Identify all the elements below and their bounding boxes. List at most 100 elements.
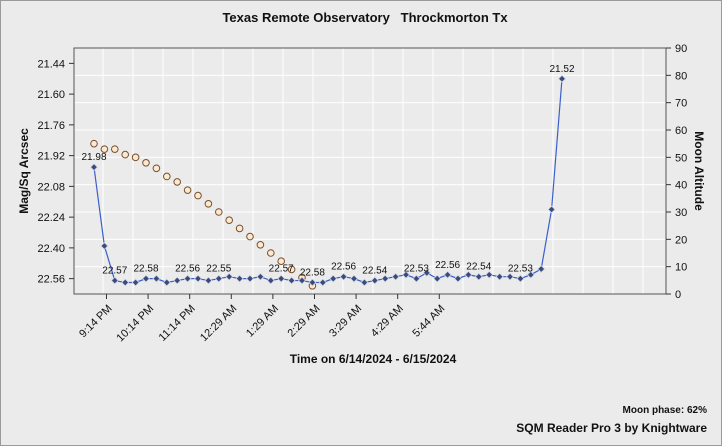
sqm-point: [308, 278, 317, 287]
sqm-point: [360, 278, 369, 287]
y2-tick-label: 90: [675, 43, 687, 55]
sqm-point: [547, 205, 556, 214]
sqm-point: [350, 274, 358, 283]
sqm-point: [329, 274, 338, 283]
sqm-point: [183, 274, 192, 283]
data-label: 22.56: [175, 264, 200, 275]
sqm-point: [277, 274, 286, 283]
moon-altitude-point: [246, 232, 254, 241]
sqm-point: [381, 274, 390, 283]
sqm-point: [173, 276, 182, 285]
y-tick-label: 21.92: [37, 151, 65, 163]
sqm-point: [235, 274, 244, 283]
data-label: 22.58: [300, 267, 325, 278]
data-label: 22.53: [508, 264, 533, 275]
moon-altitude-point: [131, 153, 140, 162]
x-tick-label: 12:29 AM: [198, 303, 239, 344]
data-label: 22.56: [331, 262, 356, 273]
sqm-point: [506, 272, 514, 281]
moon-altitude-point: [204, 200, 213, 208]
y2-axis: 0 10 20 30 40 50 60 70 80 90: [666, 43, 687, 301]
moon-altitude-point: [121, 150, 129, 159]
data-label: 21.98: [81, 152, 106, 163]
moon-altitude-point: [90, 139, 98, 148]
moon-altitude-point: [277, 257, 286, 266]
x-tick-label: 3:29 AM: [327, 303, 364, 340]
sqm-point: [526, 270, 535, 279]
sqm-point: [485, 270, 494, 279]
sqm-point: [464, 270, 473, 279]
y2-tick-label: 30: [675, 207, 687, 219]
data-label: 22.54: [466, 262, 491, 273]
sqm-line: [93, 78, 563, 284]
sqm-point: [162, 278, 171, 287]
sqm-point: [537, 265, 546, 273]
sqm-point: [412, 274, 421, 283]
sqm-point: [214, 274, 223, 283]
sqm-point: [204, 276, 213, 285]
y2-tick-label: 50: [675, 152, 687, 164]
sqm-point: [402, 270, 410, 279]
data-label: 22.54: [362, 266, 387, 277]
data-label: 22.55: [206, 264, 231, 275]
sqm-point: [391, 272, 400, 281]
y-tick-label: 22.08: [37, 181, 65, 193]
y2-tick-label: 10: [675, 262, 687, 274]
sqm-point: [100, 241, 109, 250]
x-axis: 9:14 PM 10:14 PM 11:14 PM 12:29 AM 1:29 AM 2:…: [77, 294, 447, 344]
y-tick-label: 22.40: [37, 243, 65, 255]
sqm-point: [90, 163, 98, 172]
x-axis-label: Time on 6/14/2024 - 6/15/2024: [290, 352, 457, 366]
moon-altitude-point: [111, 145, 119, 153]
sqm-point: [266, 276, 275, 285]
sqm-point: [495, 272, 504, 281]
sqm-point: [225, 272, 234, 281]
y-tick-label: 22.56: [37, 274, 65, 286]
credit-label: SQM Reader Pro 3 by Knightware: [516, 421, 707, 435]
y-tick-label: 21.76: [37, 120, 65, 132]
data-label: 22.58: [133, 264, 158, 275]
y2-tick-label: 40: [675, 180, 687, 192]
y2-tick-label: 80: [675, 70, 687, 82]
data-label: 21.52: [549, 64, 574, 75]
sqm-point: [443, 270, 452, 279]
sqm-point: [256, 272, 265, 281]
y-axis-label: Mag/Sq Arcsec: [17, 128, 31, 214]
x-tick-label: 1:29 AM: [244, 303, 281, 340]
data-label: 22.56: [435, 260, 460, 271]
data-label: 22.57: [102, 266, 127, 277]
y-tick-label: 21.60: [37, 89, 65, 101]
sqm-point: [298, 276, 306, 285]
x-tick-label: 9:14 PM: [77, 303, 114, 340]
moon-altitude-point: [100, 145, 109, 153]
moon-altitude-point: [183, 186, 192, 194]
x-tick-label: 11:14 PM: [157, 303, 198, 344]
moon-altitude-point: [267, 249, 275, 257]
sqm-point: [474, 272, 483, 281]
x-tick-label: 2:29 AM: [286, 303, 323, 340]
sqm-point: [152, 274, 161, 283]
x-tick-label: 10:14 PM: [114, 303, 156, 345]
chart-title: Texas Remote Observatory Throckmorton Tx: [222, 10, 508, 25]
data-label: 22.53: [404, 264, 429, 275]
sqm-point: [370, 276, 379, 285]
moon-altitude-point: [287, 265, 296, 274]
sqm-point: [422, 268, 431, 277]
moon-altitude-point: [152, 164, 161, 173]
y2-axis-label: Moon Altitude: [692, 131, 706, 211]
moon-altitude-point: [173, 178, 181, 186]
moon-altitude-point: [256, 241, 265, 249]
sqm-point: [339, 272, 348, 281]
y-tick-label: 21.44: [37, 58, 65, 70]
moon-altitude-point: [215, 208, 223, 216]
data-label: 22.57: [269, 264, 294, 275]
sqm-point: [131, 278, 140, 287]
sqm-point: [516, 274, 525, 283]
sqm-point: [433, 274, 442, 283]
sqm-series: [90, 74, 566, 287]
data-labels: 21.98 22.57 22.58 22.56 22.55 22.57 22.58 22.56…: [81, 64, 574, 279]
y2-tick-label: 0: [675, 289, 681, 301]
y-tick-label: 22.24: [37, 212, 65, 224]
y-axis: 21.44 21.60 21.76 21.92 22.08 22.24 22.40 22.56: [37, 58, 74, 286]
